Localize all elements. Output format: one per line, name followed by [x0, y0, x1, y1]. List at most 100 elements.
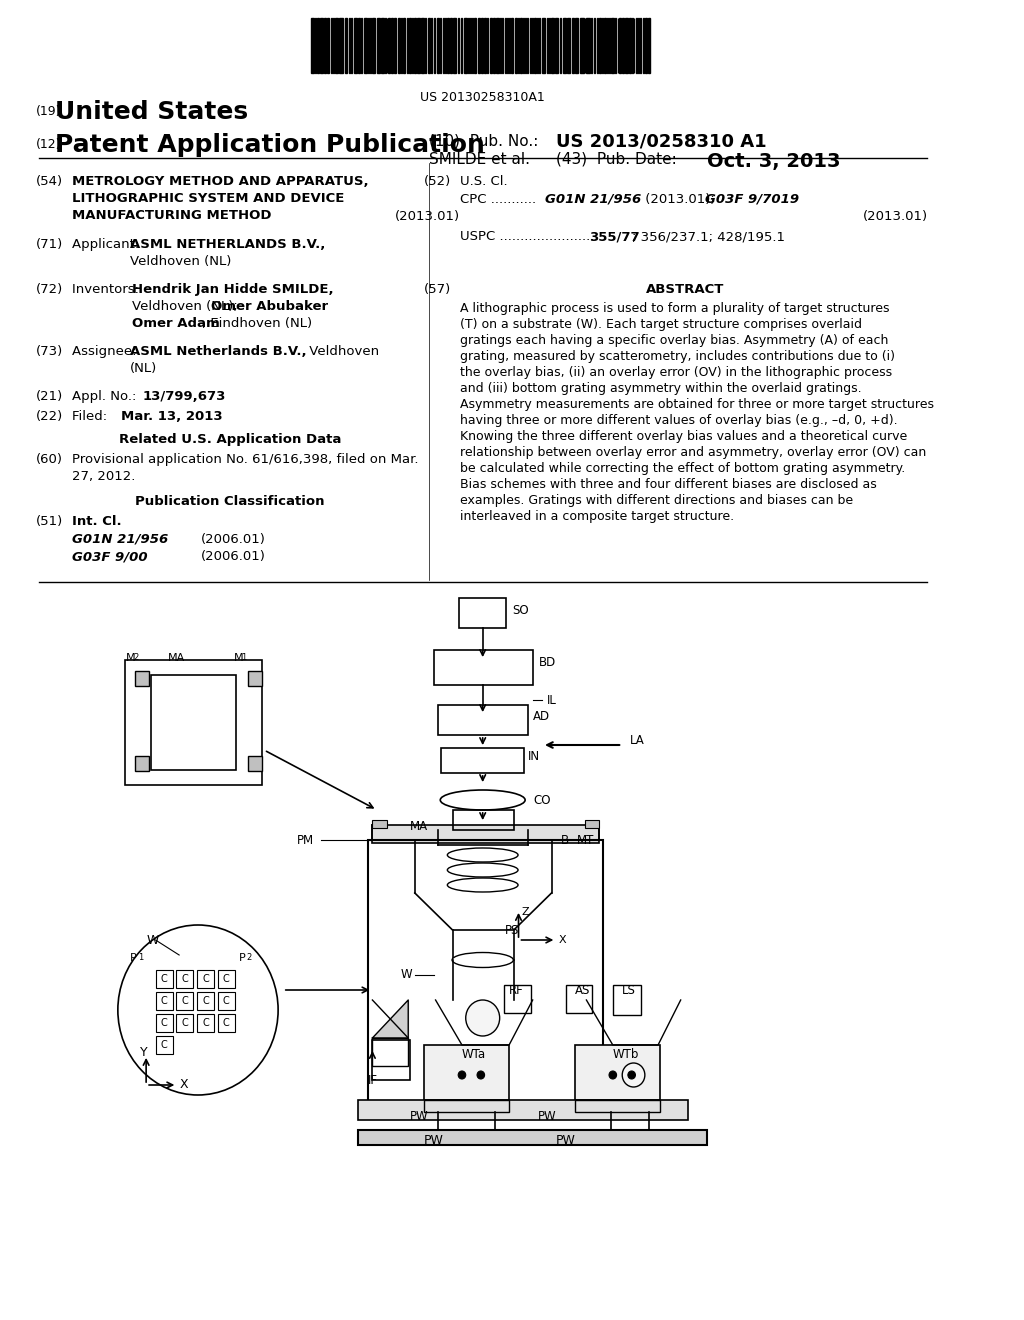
Text: Assignee:: Assignee: [72, 345, 144, 358]
Bar [611, 18, 613, 73]
Text: Filed:: Filed: [72, 411, 136, 422]
Text: (12): (12) [36, 139, 61, 150]
Text: Applicant:: Applicant: [72, 238, 147, 251]
Polygon shape [415, 894, 552, 931]
Bar [319, 18, 324, 73]
Text: Omer Abubaker: Omer Abubaker [211, 300, 329, 313]
Text: IF: IF [368, 1073, 378, 1086]
Text: 2: 2 [246, 953, 251, 961]
Ellipse shape [447, 847, 518, 862]
Bar [377, 18, 380, 73]
Text: 355/77: 355/77 [589, 230, 640, 243]
Bar [459, 598, 506, 628]
Bar [505, 985, 530, 1012]
Text: C: C [161, 1018, 167, 1028]
Text: A lithographic process is used to form a plurality of target structures: A lithographic process is used to form a… [460, 302, 890, 315]
Polygon shape [435, 1001, 532, 1045]
Bar [248, 671, 262, 686]
Bar [135, 756, 148, 771]
Text: M: M [125, 653, 135, 663]
Bar [388, 18, 390, 73]
Bar [478, 18, 480, 73]
Bar [370, 18, 372, 73]
Text: P: P [130, 953, 137, 964]
Text: (2006.01): (2006.01) [201, 533, 265, 546]
Bar [553, 18, 554, 73]
Text: (72): (72) [36, 282, 63, 296]
Text: Provisional application No. 61/616,398, filed on Mar.: Provisional application No. 61/616,398, … [72, 453, 418, 466]
Text: 1: 1 [137, 953, 143, 961]
Text: 1: 1 [242, 652, 247, 661]
Bar [197, 993, 214, 1010]
Text: (21): (21) [36, 389, 63, 403]
Bar [364, 18, 367, 73]
Bar [373, 1038, 409, 1067]
Text: and (iii) bottom grating asymmetry within the overlaid gratings.: and (iii) bottom grating asymmetry withi… [460, 381, 862, 395]
Bar [358, 1100, 688, 1119]
Text: G01N 21/956: G01N 21/956 [72, 533, 168, 546]
Text: X: X [559, 935, 566, 945]
Text: (43)  Pub. Date:: (43) Pub. Date: [556, 152, 677, 168]
Text: the overlay bias, (ii) an overlay error (OV) in the lithographic process: the overlay bias, (ii) an overlay error … [460, 366, 892, 379]
Bar [176, 993, 194, 1010]
Text: X: X [180, 1078, 188, 1092]
Text: Publication Classification: Publication Classification [135, 495, 325, 508]
Bar [534, 18, 537, 73]
Bar [645, 18, 647, 73]
Text: B: B [561, 833, 569, 846]
Text: interleaved in a composite target structure.: interleaved in a composite target struct… [460, 510, 734, 523]
Text: (T) on a substrate (W). Each target structure comprises overlaid: (T) on a substrate (W). Each target stru… [460, 318, 862, 331]
Text: (19): (19) [36, 106, 61, 117]
Text: Related U.S. Application Data: Related U.S. Application Data [119, 433, 341, 446]
Bar [625, 18, 628, 73]
Text: Mar. 13, 2013: Mar. 13, 2013 [121, 411, 222, 422]
Bar [398, 18, 399, 73]
Bar [410, 18, 411, 73]
Circle shape [623, 1063, 645, 1086]
Text: G01N 21/956: G01N 21/956 [545, 193, 641, 206]
Bar [575, 18, 578, 73]
Text: AS: AS [575, 983, 591, 997]
Text: C: C [181, 997, 188, 1006]
Bar [575, 1045, 659, 1100]
Bar [391, 18, 393, 73]
Text: Z: Z [521, 907, 529, 917]
Bar [555, 18, 558, 73]
Text: US 2013/0258310 A1: US 2013/0258310 A1 [556, 133, 767, 150]
Bar [345, 18, 347, 73]
Bar [218, 970, 234, 987]
Text: Patent Application Publication: Patent Application Publication [54, 133, 484, 157]
Bar [575, 1100, 659, 1111]
Polygon shape [587, 1001, 681, 1045]
Text: Veldhoven (NL): Veldhoven (NL) [130, 255, 231, 268]
Text: PW: PW [538, 1110, 556, 1123]
Bar [494, 18, 495, 73]
Bar [414, 18, 416, 73]
Text: CO: CO [534, 793, 551, 807]
Text: having three or more different values of overlay bias (e.g., –d, 0, +d).: having three or more different values of… [460, 414, 898, 426]
Text: Y: Y [139, 1047, 147, 1060]
Text: C: C [223, 1018, 229, 1028]
Bar [316, 18, 318, 73]
Text: ASML NETHERLANDS B.V.,: ASML NETHERLANDS B.V., [130, 238, 326, 251]
Text: United States: United States [54, 100, 248, 124]
Text: (60): (60) [36, 453, 62, 466]
Text: U.S. Cl.: U.S. Cl. [460, 176, 508, 187]
Text: (73): (73) [36, 345, 63, 358]
Text: AD: AD [532, 710, 550, 722]
Text: examples. Gratings with different directions and biases can be: examples. Gratings with different direct… [460, 494, 853, 507]
Text: (2013.01): (2013.01) [862, 210, 928, 223]
Bar [481, 18, 482, 73]
Bar [446, 18, 449, 73]
Text: W: W [400, 969, 413, 982]
Bar [450, 18, 452, 73]
Text: C: C [202, 974, 209, 983]
Text: Bias schemes with three and four different biases are disclosed as: Bias schemes with three and four differe… [460, 478, 877, 491]
Bar [373, 820, 386, 828]
Bar [565, 985, 592, 1012]
Bar [424, 1045, 509, 1100]
Bar [339, 18, 343, 73]
Bar [417, 18, 421, 73]
Text: PW: PW [424, 1134, 443, 1147]
Text: (2013.01): (2013.01) [395, 210, 460, 223]
